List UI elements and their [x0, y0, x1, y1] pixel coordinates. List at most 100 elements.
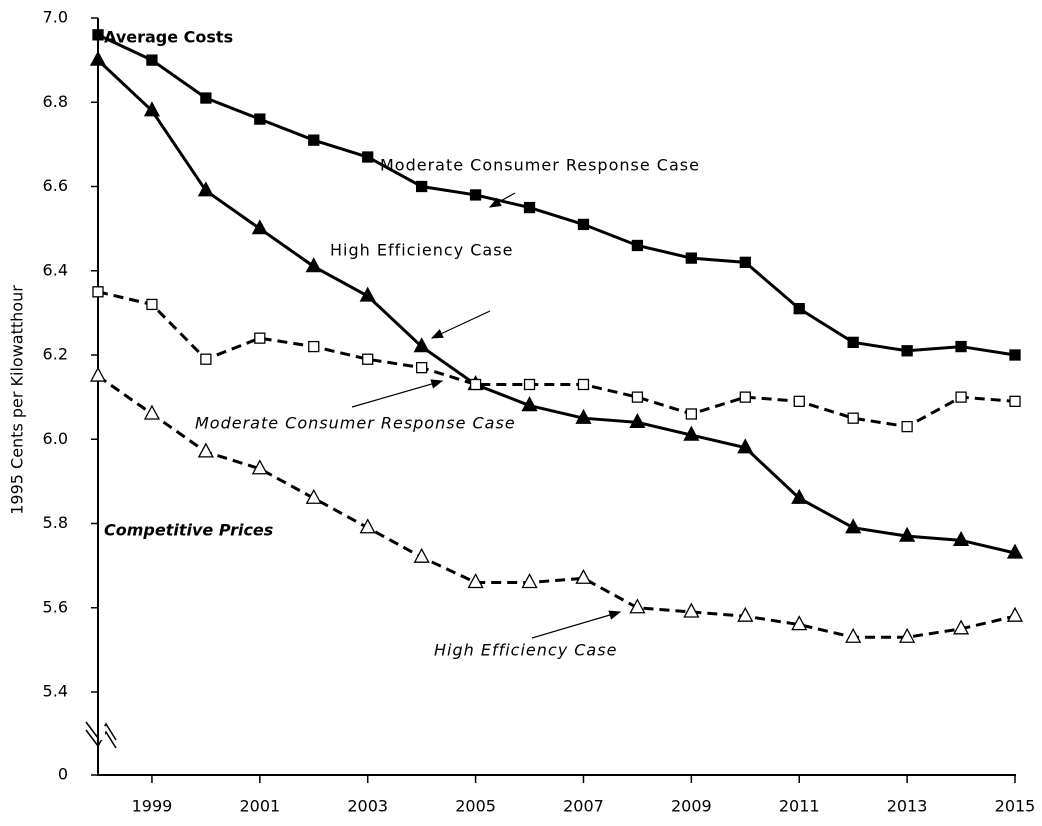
marker [92, 29, 104, 41]
marker [362, 151, 374, 163]
marker [305, 488, 322, 504]
marker [200, 353, 212, 365]
y-tick-label: 6.4 [43, 260, 68, 279]
marker [92, 286, 104, 298]
marker [197, 181, 214, 197]
marker [251, 219, 268, 235]
marker [1009, 395, 1021, 407]
marker [575, 408, 592, 424]
x-tick-label: 2001 [239, 797, 280, 816]
marker [952, 530, 970, 546]
y-tick-label: 6.6 [43, 176, 68, 195]
marker [685, 408, 698, 420]
marker [1006, 543, 1024, 559]
series-line [96, 59, 1016, 555]
y-tick-label: 6.8 [43, 92, 68, 111]
series-label: Moderate Consumer Response Case [380, 156, 700, 175]
y-tick-label: 0 [58, 765, 68, 784]
y-tick-label: 6.0 [43, 429, 68, 448]
marker [143, 404, 161, 420]
series-line [97, 374, 1016, 639]
marker [254, 332, 266, 344]
marker [521, 396, 538, 412]
marker [143, 101, 161, 117]
x-tick-label: 2003 [347, 797, 388, 816]
marker [200, 92, 212, 104]
group-label: Competitive Prices [104, 521, 273, 540]
marker [415, 180, 428, 193]
marker [952, 619, 970, 635]
series-label: High Efficiency Case [330, 241, 513, 260]
marker [197, 442, 214, 458]
marker [89, 50, 107, 66]
x-tick-label: 2007 [563, 797, 604, 816]
marker [901, 345, 913, 357]
marker [251, 459, 268, 475]
marker [899, 526, 916, 542]
series-label: Moderate Consumer Response Case [195, 414, 516, 433]
axis-break-gap [99, 726, 105, 740]
x-tick-label: 1999 [132, 797, 173, 816]
marker [683, 425, 700, 441]
marker [739, 256, 751, 268]
x-tick-label: 2015 [995, 797, 1036, 816]
marker [467, 573, 484, 589]
x-tick-label: 2013 [887, 797, 928, 816]
x-tick-label: 2005 [455, 797, 496, 816]
marker [359, 518, 376, 534]
marker [413, 547, 430, 563]
marker [629, 598, 646, 614]
marker [739, 391, 751, 403]
marker [631, 239, 644, 252]
marker [146, 54, 158, 66]
marker [362, 353, 374, 365]
marker [737, 606, 754, 622]
y-tick-label: 5.8 [43, 513, 68, 532]
y-tick-label: 6.2 [43, 345, 68, 364]
marker [793, 303, 805, 315]
marker [1006, 606, 1024, 622]
marker [308, 134, 320, 146]
arrow [430, 310, 491, 339]
marker [521, 573, 538, 589]
y-tick-label: 5.6 [43, 597, 68, 616]
marker [359, 286, 376, 302]
x-tick-label: 2011 [779, 797, 820, 816]
marker [413, 337, 430, 353]
marker [901, 420, 913, 433]
marker [305, 257, 322, 273]
x-tick-label: 2009 [671, 797, 712, 816]
y-tick-label: 7.0 [43, 8, 68, 27]
marker [575, 568, 592, 584]
marker [683, 602, 700, 618]
marker [845, 518, 862, 534]
marker [308, 340, 320, 353]
series-line [97, 33, 1016, 357]
marker [685, 252, 698, 264]
marker [254, 113, 266, 125]
marker [847, 412, 859, 424]
marker [791, 488, 808, 504]
marker [955, 340, 967, 353]
y-tick-label: 5.4 [43, 682, 68, 701]
y-axis-title: 1995 Cents per Kilowatthour [8, 285, 27, 515]
marker [629, 413, 646, 429]
marker [1009, 349, 1021, 361]
marker [847, 336, 859, 349]
marker [415, 361, 428, 374]
marker [469, 378, 482, 391]
marker [631, 391, 644, 403]
arrow [531, 610, 622, 639]
marker [577, 378, 590, 391]
marker [899, 627, 916, 643]
marker [523, 201, 536, 214]
marker [793, 395, 805, 407]
marker [577, 218, 590, 231]
marker [523, 378, 536, 391]
series-label: High Efficiency Case [434, 641, 617, 660]
arrow [351, 379, 444, 408]
marker [955, 391, 967, 403]
series-line [97, 290, 1016, 429]
marker [146, 298, 158, 311]
